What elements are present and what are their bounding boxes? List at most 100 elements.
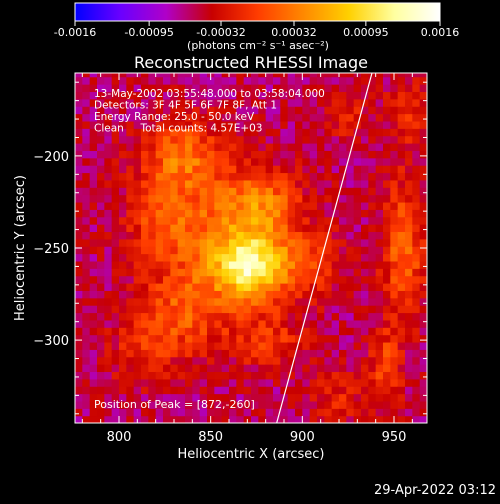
heatmap-cell bbox=[265, 73, 274, 78]
heatmap-cell bbox=[302, 128, 311, 137]
heatmap-cell bbox=[236, 150, 245, 159]
heatmap-cell bbox=[419, 327, 427, 336]
heatmap-cell bbox=[405, 415, 413, 423]
heatmap-cell bbox=[199, 98, 208, 107]
heatmap-cell bbox=[375, 73, 384, 78]
heatmap-cell bbox=[412, 246, 421, 255]
heatmap-cell bbox=[265, 165, 274, 174]
heatmap-cell bbox=[89, 106, 98, 115]
heatmap-cell bbox=[405, 408, 413, 417]
heatmap-cell bbox=[104, 84, 113, 93]
heatmap-cell bbox=[258, 334, 267, 343]
heatmap-cell bbox=[192, 364, 201, 373]
heatmap-cell bbox=[265, 91, 274, 100]
heatmap-cell bbox=[229, 216, 237, 225]
heatmap-cell bbox=[207, 84, 215, 93]
heatmap-cell bbox=[89, 371, 98, 380]
heatmap-cell bbox=[317, 194, 325, 203]
heatmap-cell bbox=[177, 400, 186, 409]
heatmap-cell bbox=[111, 209, 120, 218]
heatmap-cell bbox=[214, 268, 223, 277]
heatmap-cell bbox=[141, 260, 149, 269]
heatmap-cell bbox=[390, 268, 399, 277]
heatmap-cell bbox=[221, 238, 230, 247]
heatmap-cell bbox=[221, 275, 230, 284]
heatmap-cell bbox=[133, 253, 142, 262]
heatmap-cell bbox=[412, 84, 421, 93]
heatmap-cell bbox=[419, 73, 427, 78]
heatmap-cell bbox=[353, 312, 362, 321]
heatmap-cell bbox=[243, 209, 252, 218]
heatmap-cell bbox=[317, 91, 325, 100]
heatmap-cell bbox=[419, 179, 427, 188]
heatmap-cell bbox=[207, 364, 215, 373]
heatmap-cell bbox=[251, 327, 259, 336]
heatmap-cell bbox=[133, 268, 142, 277]
heatmap-cell bbox=[163, 73, 171, 78]
heatmap-cell bbox=[82, 408, 91, 417]
heatmap-cell bbox=[111, 408, 120, 417]
heatmap-cell bbox=[287, 120, 296, 129]
heatmap-cell bbox=[97, 76, 105, 85]
heatmap-cell bbox=[236, 268, 245, 277]
heatmap-cell bbox=[133, 216, 142, 225]
heatmap-cell bbox=[309, 408, 318, 417]
heatmap-cell bbox=[368, 84, 377, 93]
heatmap-cell bbox=[390, 408, 399, 417]
heatmap-cell bbox=[243, 386, 252, 395]
heatmap-cell bbox=[346, 408, 355, 417]
heatmap-cell bbox=[339, 312, 347, 321]
heatmap-cell bbox=[148, 84, 157, 93]
heatmap-cell bbox=[295, 128, 303, 137]
heatmap-cell bbox=[309, 246, 318, 255]
heatmap-cell bbox=[346, 157, 355, 166]
heatmap-cell bbox=[170, 319, 179, 328]
heatmap-cell bbox=[295, 356, 303, 365]
heatmap-cell bbox=[273, 98, 281, 107]
heatmap-cell bbox=[177, 356, 186, 365]
heatmap-cell bbox=[141, 378, 149, 387]
heatmap-cell bbox=[353, 327, 362, 336]
heatmap-cell bbox=[258, 349, 267, 358]
heatmap-cell bbox=[119, 371, 127, 380]
heatmap-cell bbox=[243, 327, 252, 336]
heatmap-cell bbox=[412, 179, 421, 188]
heatmap-cell bbox=[177, 187, 186, 196]
heatmap-cell bbox=[258, 364, 267, 373]
heatmap-cell bbox=[104, 349, 113, 358]
heatmap-cell bbox=[97, 91, 105, 100]
heatmap-cell bbox=[214, 400, 223, 409]
heatmap-cell bbox=[75, 120, 83, 129]
heatmap-cell bbox=[346, 231, 355, 240]
heatmap-cell bbox=[280, 231, 289, 240]
heatmap-cell bbox=[353, 135, 362, 144]
heatmap-cell bbox=[331, 275, 340, 284]
heatmap-cell bbox=[368, 319, 377, 328]
heatmap-cell bbox=[353, 386, 362, 395]
heatmap-cell bbox=[368, 253, 377, 262]
heatmap-cell bbox=[361, 268, 369, 277]
heatmap-cell bbox=[119, 76, 127, 85]
heatmap-cell bbox=[126, 135, 135, 144]
heatmap-cell bbox=[280, 312, 289, 321]
heatmap-cell bbox=[346, 386, 355, 395]
heatmap-cell bbox=[405, 120, 413, 129]
heatmap-cell bbox=[375, 312, 384, 321]
heatmap-cell bbox=[111, 371, 120, 380]
heatmap-cell bbox=[177, 143, 186, 151]
heatmap-cell bbox=[199, 400, 208, 409]
heatmap-cell bbox=[280, 341, 289, 350]
heatmap-cell bbox=[317, 231, 325, 240]
heatmap-cell bbox=[346, 179, 355, 188]
heatmap-cell bbox=[287, 172, 296, 181]
heatmap-cell bbox=[324, 84, 333, 93]
heatmap-cell bbox=[412, 172, 421, 181]
heatmap-cell bbox=[82, 341, 91, 350]
heatmap-cell bbox=[309, 209, 318, 218]
heatmap-cell bbox=[251, 76, 259, 85]
heatmap-cell bbox=[207, 187, 215, 196]
heatmap-cell bbox=[412, 334, 421, 343]
heatmap-cell bbox=[287, 113, 296, 122]
heatmap-cell bbox=[383, 356, 391, 365]
heatmap-cell bbox=[309, 143, 318, 151]
